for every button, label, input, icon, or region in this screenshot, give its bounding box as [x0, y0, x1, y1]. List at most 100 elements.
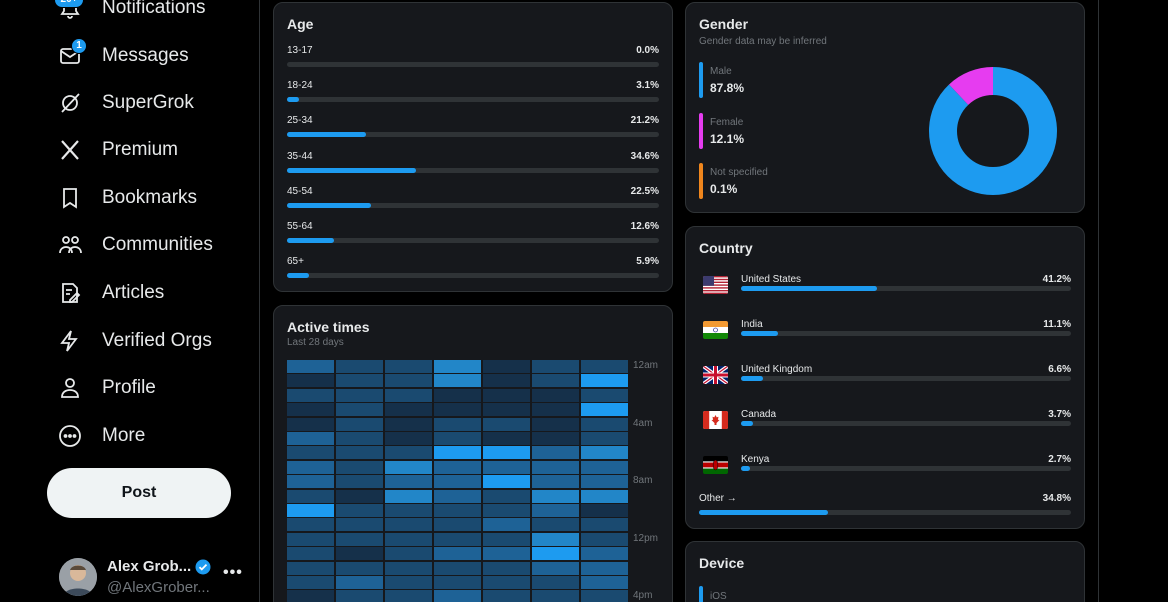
- age-bar-track: [287, 132, 659, 138]
- heatmap-cell: [287, 374, 334, 388]
- age-bar-track: [287, 238, 659, 243]
- lightning-icon: [58, 329, 82, 353]
- sidebar-item-more[interactable]: More: [58, 416, 145, 456]
- sidebar-item-label: Premium: [102, 139, 179, 160]
- heatmap-cell: [581, 460, 628, 474]
- heatmap-cell: [385, 403, 432, 417]
- sidebar-item-supergrok[interactable]: SuperGrok: [58, 83, 194, 123]
- country-other-row[interactable]: Other → 34.8%: [699, 493, 1071, 517]
- gender-color-stripe: [699, 112, 703, 149]
- heatmap-cell: [287, 388, 334, 402]
- active-times-card: Active times Last 28 days 12am 4am 8am 12pm…: [273, 305, 673, 602]
- account-switcher[interactable]: Alex Grob... @AlexGrober... •••: [58, 556, 248, 598]
- heatmap-cell: [581, 489, 628, 503]
- age-card: Age 13-17 0.0% 18-24 3.1% 25-34 21.2% 35-44 34.…: [273, 2, 673, 292]
- country-other-bar: [699, 510, 829, 515]
- heatmap-cell: [532, 561, 579, 575]
- age-value: 5.9%: [636, 256, 659, 268]
- device-card: Device iOS: [685, 541, 1085, 602]
- heatmap-cell: [483, 360, 530, 373]
- heatmap-cell: [434, 561, 481, 575]
- country-name: Kenya: [741, 453, 770, 465]
- age-row: 18-24 3.1%: [287, 80, 659, 108]
- heatmap-cell: [385, 590, 432, 602]
- heatmap-cell: [336, 547, 383, 561]
- heatmap-cell: [336, 561, 383, 575]
- heatmap-time-label: 12am: [633, 360, 659, 371]
- age-bar: [287, 273, 309, 279]
- heatmap-cell: [336, 388, 383, 402]
- age-label: 13-17: [287, 45, 313, 56]
- post-button[interactable]: Post: [47, 468, 231, 518]
- account-handle: @AlexGrober...: [107, 579, 210, 596]
- heatmap-cell: [532, 417, 579, 431]
- heatmap-cell: [385, 504, 432, 517]
- sidebar-item-label: SuperGrok: [102, 92, 194, 113]
- age-row: 35-44 34.6%: [287, 151, 659, 179]
- heatmap-cell: [483, 518, 530, 532]
- heatmap-cell: [336, 518, 383, 532]
- heatmap-cell: [385, 417, 432, 431]
- country-card: Country United States 41.2% India 11.1% Unit…: [685, 226, 1085, 529]
- heatmap-cell: [581, 518, 628, 532]
- heatmap-cell: [336, 403, 383, 417]
- heatmap-cell: [483, 403, 530, 417]
- heatmap-time-label: 4am: [633, 417, 653, 429]
- gender-label: Not specified: [710, 167, 768, 178]
- age-label: 55-64: [287, 221, 313, 232]
- heatmap-cell: [434, 417, 481, 431]
- heatmap-cell: [434, 374, 481, 388]
- more-dots-icon[interactable]: •••: [223, 564, 243, 581]
- heatmap-cell: [385, 561, 432, 575]
- heatmap-cell: [287, 518, 334, 532]
- heatmap-cell: [385, 576, 432, 589]
- age-row: 65+ 5.9%: [287, 256, 659, 284]
- heatmap-cell: [581, 590, 628, 602]
- heatmap-cell: [483, 460, 530, 474]
- heatmap-cell: [385, 388, 432, 402]
- account-name: Alex Grob...: [107, 558, 192, 575]
- sidebar-item-communities[interactable]: Communities: [58, 225, 213, 265]
- country-other-label[interactable]: Other →: [699, 493, 737, 504]
- communities-icon: [58, 233, 82, 257]
- sidebar-item-messages[interactable]: 1 Messages: [58, 36, 189, 76]
- heatmap-cell: [532, 547, 579, 561]
- gender-donut-chart: [929, 67, 1057, 195]
- sidebar-item-premium[interactable]: Premium: [58, 130, 178, 170]
- donut-slice-female: [929, 67, 1057, 195]
- country-row: India 11.1%: [699, 319, 1071, 359]
- heatmap-cell: [532, 374, 579, 388]
- device-label: iOS: [710, 591, 727, 602]
- donut-slice-male: [929, 67, 1057, 195]
- heatmap-cell: [336, 504, 383, 517]
- sidebar-item-profile[interactable]: Profile: [58, 368, 156, 408]
- age-value: 21.2%: [630, 115, 659, 127]
- heatmap-cell: [287, 547, 334, 561]
- heatmap-cell: [483, 504, 530, 517]
- heatmap-cell: [385, 489, 432, 503]
- sidebar-item-articles[interactable]: Articles: [58, 273, 164, 313]
- age-bar-track: [287, 167, 659, 173]
- age-row: 45-54 22.5%: [287, 186, 659, 214]
- heatmap-cell: [385, 475, 432, 489]
- heatmap-cell: [336, 446, 383, 460]
- heatmap-cell: [483, 561, 530, 575]
- heatmap-cell: [532, 504, 579, 517]
- sidebar-item-bookmarks[interactable]: Bookmarks: [58, 178, 197, 218]
- country-bar-track: [741, 420, 1071, 426]
- sidebar-item-verified-orgs[interactable]: Verified Orgs: [58, 321, 212, 361]
- verified-badge-icon: [195, 559, 211, 575]
- country-name: United States: [741, 274, 802, 285]
- heatmap-cell: [434, 504, 481, 517]
- device-stripe: [699, 586, 703, 602]
- gender-value: 87.8%: [710, 81, 745, 95]
- sidebar-item-notifications[interactable]: 20+ Notifications: [54, 0, 206, 28]
- heatmap-cell: [336, 360, 383, 373]
- heatmap-cell: [532, 432, 579, 445]
- heatmap-time-label: 12pm: [633, 532, 659, 544]
- age-bar: [287, 167, 416, 173]
- country-bar-track: [741, 465, 1071, 471]
- age-label: 25-34: [287, 115, 313, 127]
- heatmap-cell: [287, 489, 334, 503]
- heatmap-cell: [385, 374, 432, 388]
